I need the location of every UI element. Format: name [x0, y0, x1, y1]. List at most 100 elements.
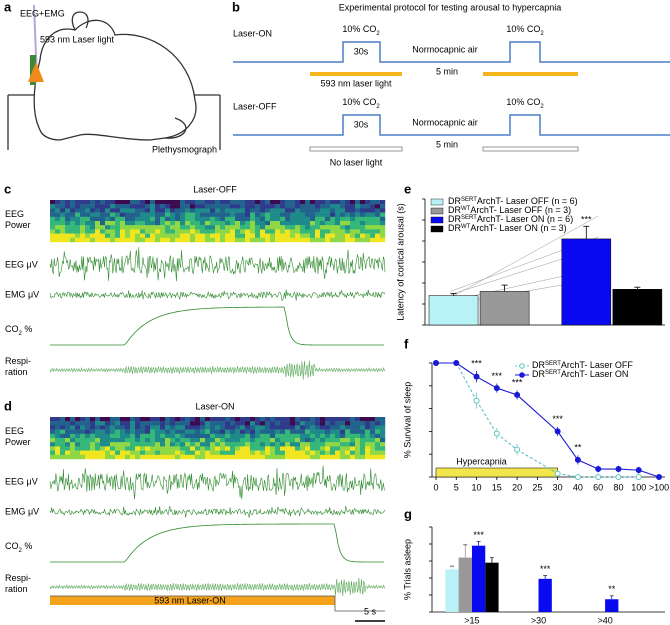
spectrogram-cell [140, 237, 146, 243]
spectrogram-cell [100, 229, 106, 234]
spectrogram-cell [285, 212, 291, 217]
spectrogram-cell [110, 204, 116, 209]
spectrogram-cell [150, 225, 156, 230]
spectrogram-cell [150, 233, 156, 238]
spectrogram-cell [320, 454, 326, 460]
spectrogram-cell [230, 208, 236, 213]
spectrogram-cell [85, 421, 91, 426]
spectrogram-cell [315, 442, 321, 447]
spectrogram-cell [335, 450, 341, 455]
spectrogram-cell [345, 442, 351, 447]
spectrogram-cell [90, 200, 96, 205]
spectrogram-cell [110, 421, 116, 426]
spectrogram-cell [235, 216, 241, 222]
spectrogram-cell [345, 212, 351, 217]
spectrogram-cell [105, 229, 111, 234]
spectrogram-cell [90, 433, 96, 439]
spectrogram-cell [50, 421, 56, 426]
spectrogram-cell [95, 425, 101, 430]
spectrogram-cell [175, 208, 181, 213]
spectrogram-cell [210, 212, 216, 217]
spectrogram-cell [200, 233, 206, 238]
legend-label-part: DR [532, 369, 545, 379]
spectrogram-cell [360, 450, 366, 455]
spectrogram-cell [195, 212, 201, 217]
spectrogram-cell [315, 229, 321, 234]
spectrogram-cell [205, 204, 211, 209]
spectrogram-cell [105, 433, 111, 439]
spectrogram-cell [175, 442, 181, 447]
mouse-illustration [7, 11, 221, 150]
spectrogram-cell [75, 204, 81, 209]
row-label: CO2 % [5, 324, 32, 336]
spectrogram-cell [230, 221, 236, 226]
spectrogram-cell [145, 229, 151, 234]
spectrogram-cell [135, 225, 141, 230]
spectrogram-cell [210, 233, 216, 238]
spectrogram-cell [375, 225, 381, 230]
spectrogram-cell [240, 450, 246, 455]
row-label-part: 2 [19, 331, 23, 337]
spectrogram-cell [285, 433, 291, 439]
spectrogram-cell [255, 454, 261, 460]
spectrogram-cell [350, 425, 356, 430]
spectrogram-cell [230, 425, 236, 430]
spectrogram-cell [350, 421, 356, 426]
spectrogram-cell [100, 225, 106, 230]
legend-swatch [430, 198, 444, 206]
spectrogram-cell [330, 421, 336, 426]
spectrogram-cell [350, 200, 356, 205]
spectrogram-cell [230, 229, 236, 234]
spectrogram-cell [380, 212, 386, 217]
spectrogram-cell [370, 216, 376, 222]
spectrogram-cell [75, 421, 81, 426]
spectrogram-cell [340, 417, 346, 422]
spectrogram-cell [235, 425, 241, 430]
spectrogram-cell [290, 221, 296, 226]
spectrogram-cell [205, 442, 211, 447]
spectrogram-cell [360, 237, 366, 243]
spectrogram-cell [365, 225, 371, 230]
spectrogram-cell [300, 212, 306, 217]
emg-trace [49, 505, 386, 518]
spectrogram-cell [375, 438, 381, 443]
spectrogram-cell [310, 425, 316, 430]
spectrogram-cell [305, 429, 311, 434]
spectrogram-cell [370, 421, 376, 426]
spectrogram-cell [340, 221, 346, 226]
spectrogram-cell [100, 212, 106, 217]
spectrogram-cell [165, 216, 171, 222]
spectrogram-cell [60, 450, 66, 455]
spectrogram-cell [320, 233, 326, 238]
spectrogram-cell [95, 454, 101, 460]
spectrogram-cell [225, 225, 231, 230]
spectrogram-cell [135, 233, 141, 238]
spectrogram-cell [330, 442, 336, 447]
spectrogram-cell [140, 204, 146, 209]
spectrogram-cell [335, 221, 341, 226]
spectrogram-cell [135, 454, 141, 460]
row-label: ration [5, 367, 28, 377]
spectrogram-cell [355, 200, 361, 205]
line-segment [455, 362, 477, 378]
spectrogram-cell [220, 212, 226, 217]
spectrogram-cell [360, 200, 366, 205]
spectrogram-cell [310, 204, 316, 209]
spectrogram-cell [90, 438, 96, 443]
spectrogram-cell [260, 454, 266, 460]
spectrogram-cell [365, 442, 371, 447]
spectrogram-cell [185, 438, 191, 443]
spectrogram-cell [270, 216, 276, 222]
spectrogram-cell [85, 212, 91, 217]
spectrogram-cell [365, 233, 371, 238]
spectrogram-cell [260, 425, 266, 430]
spectrogram-cell [60, 221, 66, 226]
spectrogram-cell [145, 454, 151, 460]
spectrogram-cell [320, 450, 326, 455]
co2-label-part: 10% CO [506, 97, 540, 107]
spectrogram-cell [330, 229, 336, 234]
spectrogram-cell [210, 442, 216, 447]
spectrogram-cell [145, 221, 151, 226]
spectrogram-cell [50, 216, 56, 222]
spectrogram-cell [265, 454, 271, 460]
